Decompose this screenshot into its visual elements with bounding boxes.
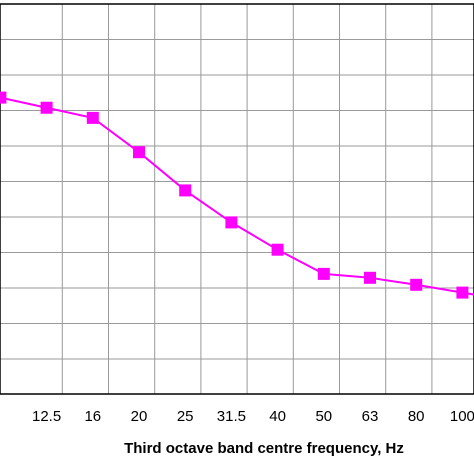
data-point-63 xyxy=(364,271,376,284)
gridlines xyxy=(0,4,474,394)
plot-frame xyxy=(0,3,474,395)
x-tick-label: 80 xyxy=(408,408,425,425)
data-point-31.5 xyxy=(225,216,238,229)
x-tick-label: 40 xyxy=(269,408,286,425)
series-group xyxy=(0,91,474,299)
x-tick-label: 25 xyxy=(177,408,194,425)
data-point-10 xyxy=(0,91,7,104)
series-line xyxy=(0,96,474,296)
data-point-12.5 xyxy=(40,101,53,114)
data-point-16 xyxy=(86,111,99,124)
x-axis-title: Third octave band centre frequency, Hz xyxy=(124,440,404,457)
data-point-50 xyxy=(317,267,330,280)
data-point-25 xyxy=(179,184,192,197)
x-tick-label: 12.5 xyxy=(32,408,61,425)
data-point-40 xyxy=(271,243,284,256)
data-point-20 xyxy=(133,146,145,159)
x-tick-label: 100 xyxy=(450,408,474,425)
x-tick-label: 63 xyxy=(362,408,379,425)
x-tick-label: 31.5 xyxy=(217,408,246,425)
x-tick-labels: 12.5 16 20 25 31.5 40 50 63 80 100 xyxy=(32,408,474,425)
x-tick-label: 16 xyxy=(84,408,101,425)
x-tick-label: 20 xyxy=(131,408,148,425)
data-point-80 xyxy=(410,278,423,291)
data-point-100 xyxy=(456,286,469,299)
x-tick-label: 50 xyxy=(315,408,332,425)
